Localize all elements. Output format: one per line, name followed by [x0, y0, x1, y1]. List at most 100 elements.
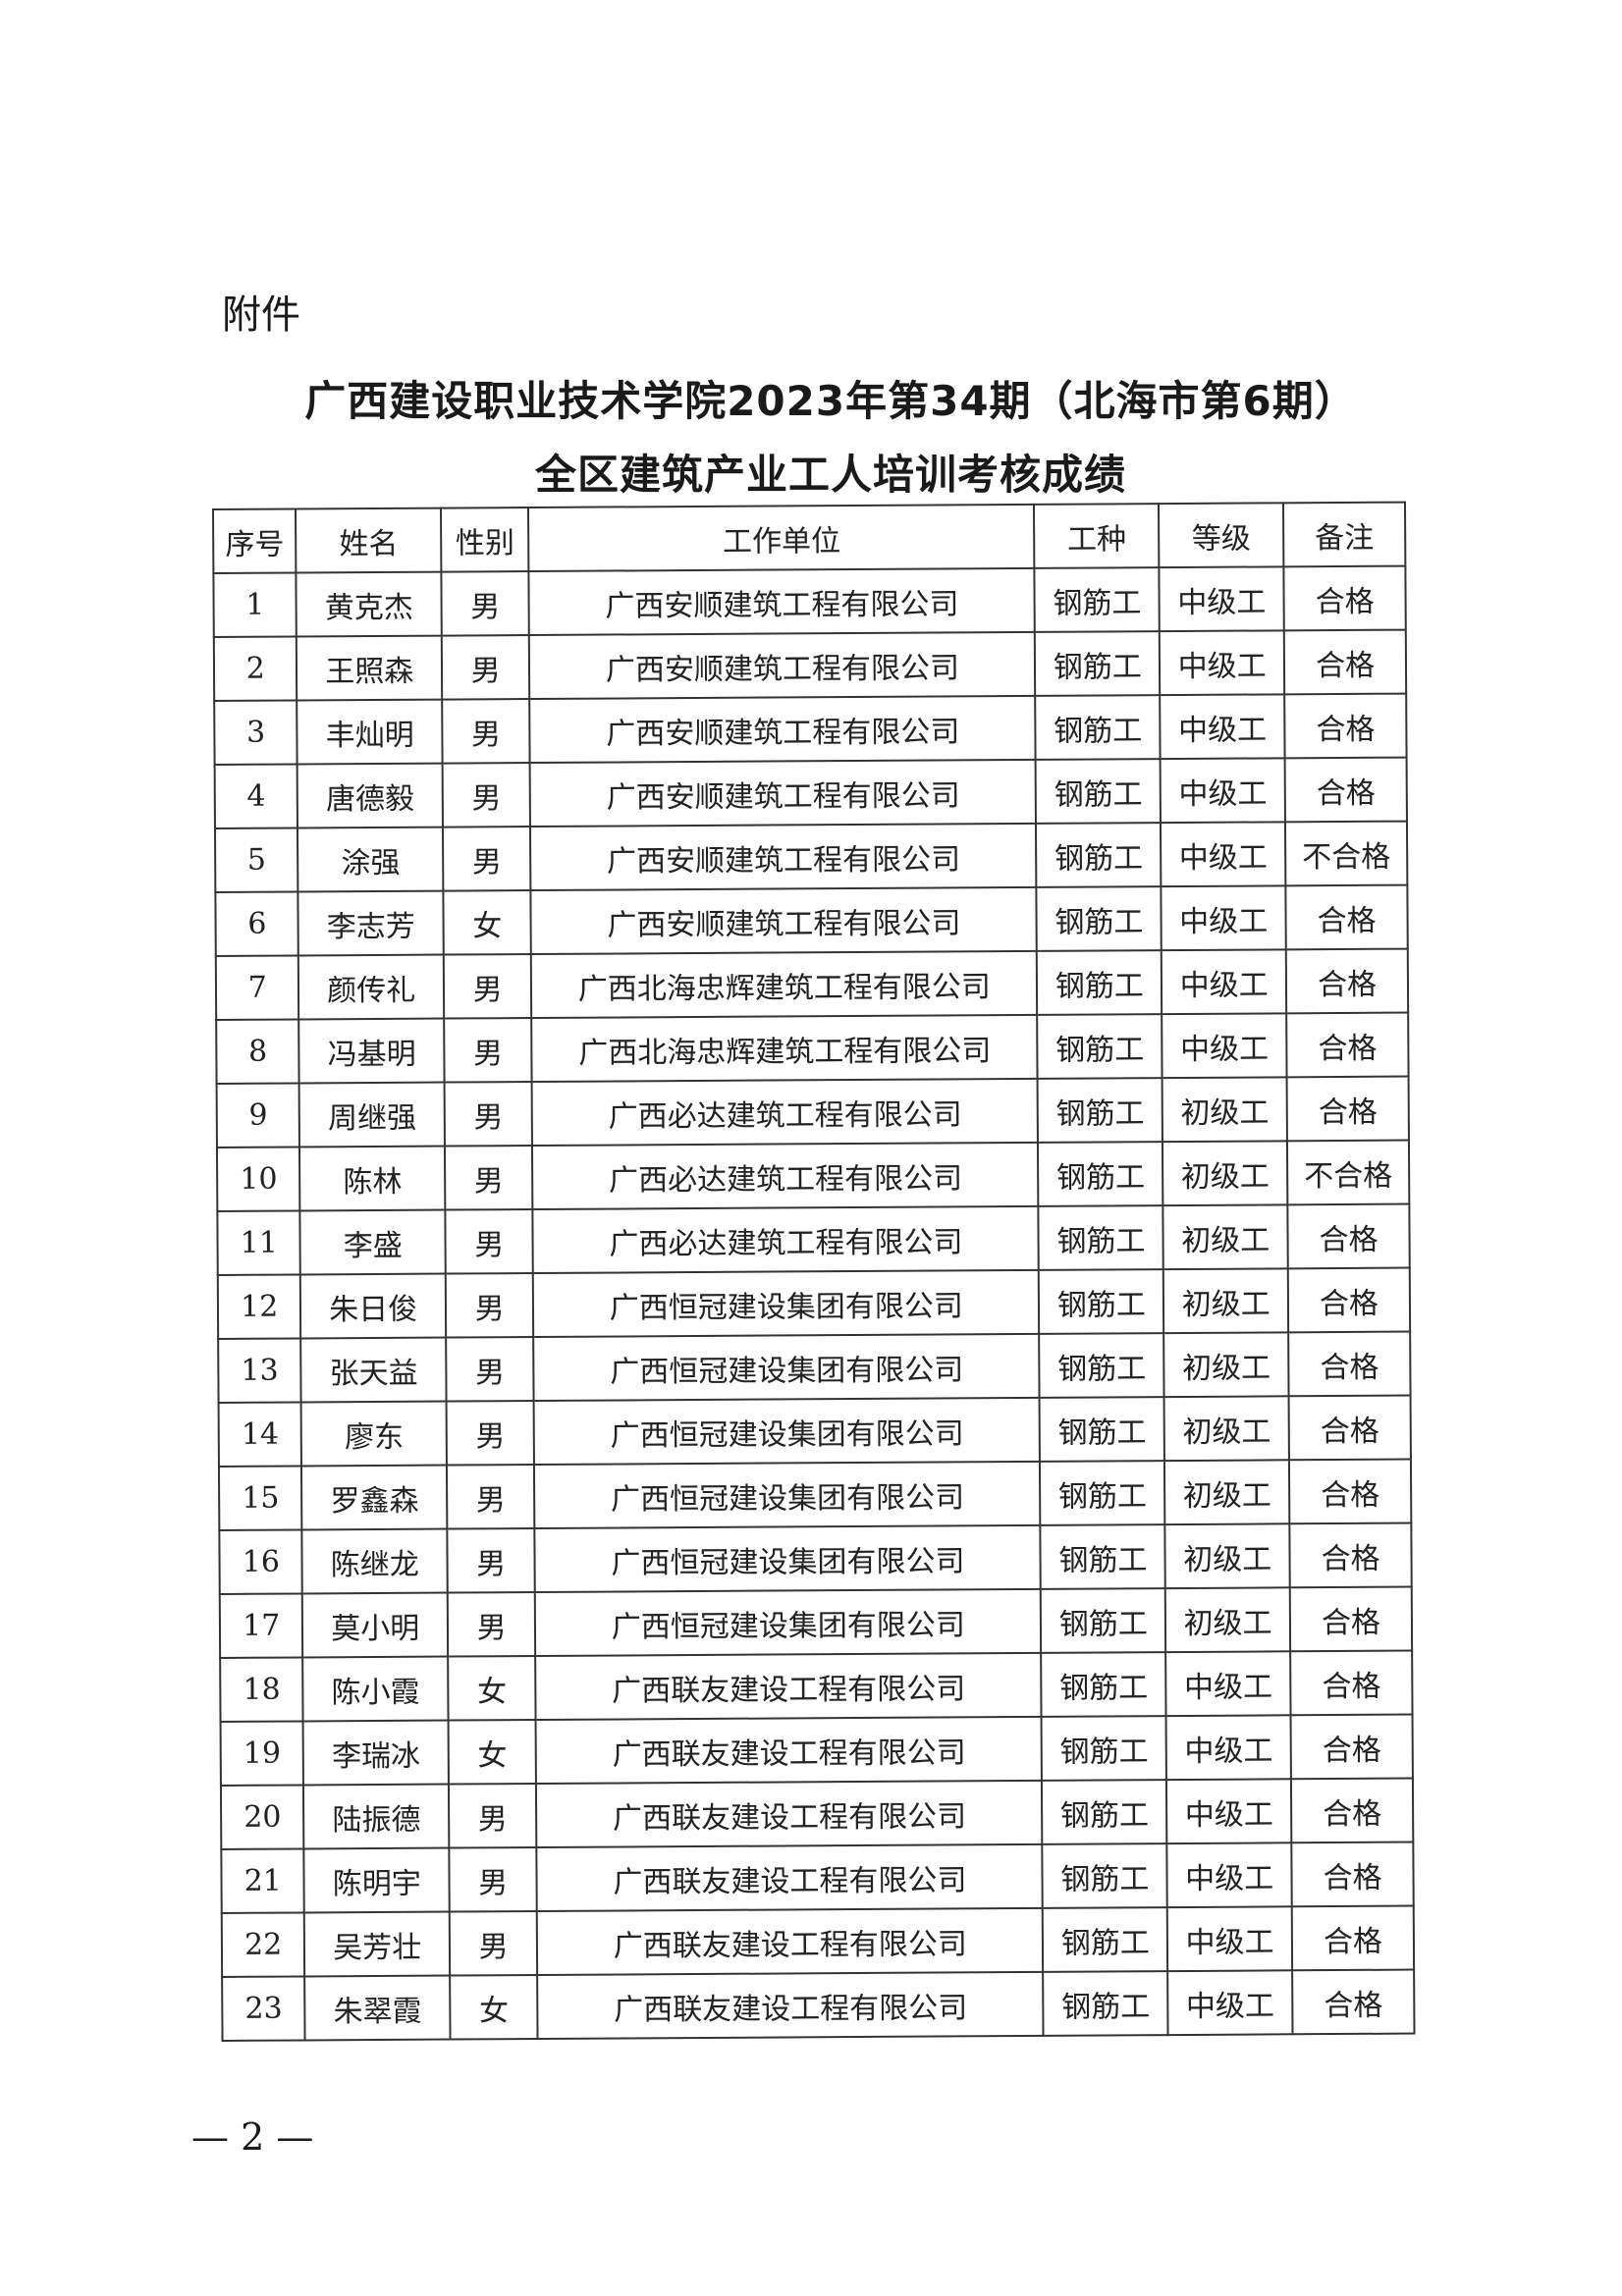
table-row: 15 罗鑫森男广西恒冠建设集团有限公司 钢筋工 初级工 合格 — [218, 1459, 1412, 1530]
cell-seq: 9 — [216, 1083, 300, 1148]
cell-employer: 广西恒冠建设集团有限公司 — [533, 1397, 1041, 1466]
cell-gender: 男 — [442, 699, 530, 764]
cell-name: 李志芳 — [297, 890, 444, 956]
table-row: 12 朱日俊男广西恒冠建设集团有限公司 钢筋工 初级工 合格 — [217, 1267, 1411, 1339]
cell-seq: 10 — [216, 1147, 300, 1211]
cell-employer: 广西恒冠建设集团有限公司 — [535, 1588, 1042, 1657]
table-row: 20 陆振德男广西联友建设工程有限公司 钢筋工 中级工 合格 — [220, 1778, 1414, 1849]
cell-trade: 钢筋工 — [1034, 567, 1161, 632]
cell-level: 中级工 — [1166, 1779, 1292, 1844]
cell-remark: 合格 — [1284, 757, 1407, 823]
cell-name: 吴芳壮 — [304, 1911, 451, 1977]
cell-seq: 2 — [213, 636, 297, 701]
cell-level: 中级工 — [1165, 1651, 1291, 1717]
cell-name: 陈林 — [299, 1146, 446, 1211]
cell-remark: 合格 — [1290, 1650, 1413, 1716]
cell-remark: 合格 — [1286, 1076, 1409, 1142]
cell-remark: 合格 — [1285, 884, 1408, 950]
cell-seq: 13 — [218, 1338, 302, 1403]
cell-remark: 合格 — [1283, 565, 1406, 631]
cell-level: 中级工 — [1162, 1013, 1287, 1079]
table-row: 9 周继强男广西必达建筑工程有限公司 钢筋工 初级工 合格 — [216, 1076, 1409, 1148]
cell-name: 丰灿明 — [297, 699, 443, 765]
cell-trade: 钢筋工 — [1043, 1971, 1168, 2036]
cell-gender: 女 — [448, 1720, 537, 1785]
cell-name: 廖东 — [301, 1401, 447, 1467]
cell-remark: 合格 — [1291, 1778, 1414, 1843]
cell-gender: 男 — [445, 1273, 534, 1338]
cell-gender: 男 — [446, 1465, 535, 1529]
cell-employer: 广西联友建设工程有限公司 — [536, 1780, 1043, 1848]
cell-gender: 男 — [446, 1401, 535, 1466]
cell-trade: 钢筋工 — [1035, 631, 1161, 696]
cell-employer: 广西联友建设工程有限公司 — [536, 1843, 1044, 1912]
cell-remark: 合格 — [1290, 1714, 1413, 1780]
cell-level: 中级工 — [1160, 758, 1286, 824]
cell-name: 陆振德 — [303, 1784, 450, 1849]
cell-remark: 合格 — [1292, 1969, 1415, 2035]
cell-remark: 合格 — [1288, 1395, 1411, 1461]
cell-trade: 钢筋工 — [1035, 695, 1161, 760]
table-row: 14 廖东男广西恒冠建设集团有限公司 钢筋工 初级工 合格 — [218, 1395, 1411, 1467]
cell-level: 中级工 — [1159, 566, 1284, 632]
table-body: 1 黄克杰男广西安顺建筑工程有限公司 钢筋工 中级工 合格 2 王照森男广西安顺建筑工程有限… — [213, 565, 1415, 2041]
cell-trade: 钢筋工 — [1036, 823, 1162, 887]
cell-employer: 广西联友建设工程有限公司 — [537, 1971, 1044, 2040]
cell-trade: 钢筋工 — [1037, 1078, 1163, 1143]
cell-name: 黄克杰 — [296, 571, 442, 637]
cell-gender: 男 — [445, 1146, 533, 1210]
cell-remark: 合格 — [1288, 1331, 1411, 1397]
table-row: 6 李志芳女广西安顺建筑工程有限公司 钢筋工 中级工 合格 — [215, 884, 1408, 956]
cell-name: 李盛 — [299, 1209, 446, 1275]
cell-trade: 钢筋工 — [1041, 1716, 1167, 1781]
document-title-line2: 全区建筑产业工人培训考核成绩 — [534, 451, 1126, 499]
cell-trade: 钢筋工 — [1037, 1014, 1162, 1079]
cell-employer: 广西安顺建筑工程有限公司 — [529, 631, 1036, 700]
cell-trade: 钢筋工 — [1038, 1142, 1163, 1206]
cell-name: 颜传礼 — [298, 954, 445, 1020]
cell-level: 初级工 — [1163, 1268, 1289, 1334]
table-row: 1 黄克杰男广西安顺建筑工程有限公司 钢筋工 中级工 合格 — [213, 565, 1406, 637]
header-seq: 序号 — [213, 508, 297, 573]
table-header-row: 序号 姓名 性别 工作单位 工种 等级 备注 — [213, 502, 1406, 573]
cell-remark: 合格 — [1287, 1203, 1410, 1269]
cell-seq: 15 — [218, 1466, 302, 1530]
cell-trade: 钢筋工 — [1043, 1907, 1168, 1972]
cell-level: 中级工 — [1165, 1715, 1292, 1781]
cell-seq: 23 — [222, 1976, 305, 2041]
cell-gender: 男 — [449, 1911, 538, 1976]
cell-remark: 合格 — [1289, 1522, 1412, 1588]
cell-level: 中级工 — [1166, 1842, 1292, 1908]
cell-seq: 5 — [214, 828, 298, 892]
cell-remark: 合格 — [1283, 629, 1407, 695]
cell-remark: 不合格 — [1287, 1140, 1410, 1205]
cell-seq: 22 — [221, 1912, 305, 1977]
cell-trade: 钢筋工 — [1039, 1269, 1164, 1334]
cell-gender: 男 — [441, 571, 530, 636]
cell-employer: 广西必达建筑工程有限公司 — [532, 1205, 1040, 1274]
cell-name: 朱日俊 — [300, 1273, 447, 1339]
cell-seq: 6 — [215, 891, 299, 956]
cell-remark: 合格 — [1289, 1586, 1413, 1652]
cell-employer: 广西安顺建筑工程有限公司 — [530, 886, 1038, 955]
cell-employer: 广西北海忠辉建筑工程有限公司 — [531, 950, 1038, 1019]
cell-trade: 钢筋工 — [1040, 1524, 1165, 1589]
cell-level: 初级工 — [1163, 1332, 1289, 1398]
cell-gender: 男 — [443, 954, 532, 1019]
cell-name: 张天益 — [300, 1337, 447, 1403]
table-row: 2 王照森男广西安顺建筑工程有限公司 钢筋工 中级工 合格 — [213, 629, 1407, 701]
cell-employer: 广西安顺建筑工程有限公司 — [529, 695, 1037, 764]
header-employer: 工作单位 — [528, 504, 1035, 572]
cell-gender: 男 — [443, 827, 531, 891]
cell-employer: 广西恒冠建设集团有限公司 — [533, 1333, 1040, 1402]
attachment-label: 附件 — [222, 293, 300, 338]
cell-name: 冯基明 — [298, 1018, 445, 1084]
cell-employer: 广西北海忠辉建筑工程有限公司 — [531, 1014, 1038, 1083]
cell-name: 唐德毅 — [297, 763, 444, 828]
cell-employer: 广西安顺建筑工程有限公司 — [530, 823, 1037, 891]
cell-trade: 钢筋工 — [1041, 1652, 1166, 1717]
cell-level: 中级工 — [1161, 822, 1286, 887]
cell-level: 初级工 — [1164, 1460, 1290, 1525]
cell-seq: 11 — [217, 1210, 301, 1275]
cell-seq: 14 — [218, 1402, 302, 1467]
